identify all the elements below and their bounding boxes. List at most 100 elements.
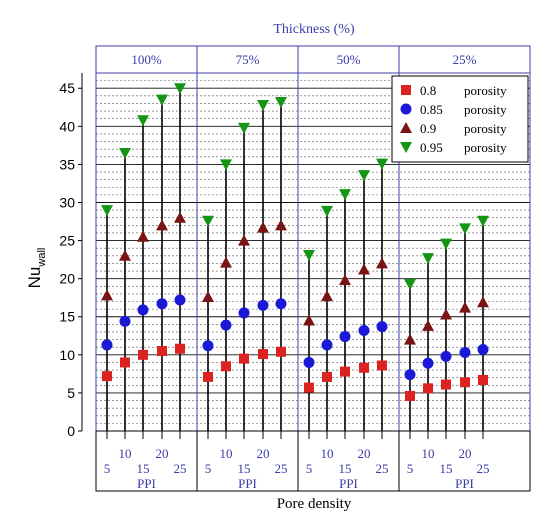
data-point-0-8-porosity xyxy=(423,383,433,394)
data-point-0-95-porosity xyxy=(404,278,416,290)
data-point-0-95-porosity xyxy=(275,96,287,108)
x-tick-label: 15 xyxy=(440,461,453,476)
x-tick-label: 10 xyxy=(321,446,334,461)
data-point-0-85-porosity xyxy=(257,299,269,311)
legend-label-text: porosity xyxy=(464,83,507,98)
data-point-0-95-porosity xyxy=(477,215,489,227)
data-point-0-9-porosity xyxy=(101,289,113,301)
data-point-0-8-porosity xyxy=(221,361,231,372)
group-panels: 100% 75% 50% 25%510152025PPI510152025PPI510… xyxy=(95,45,531,492)
data-point-0-8-porosity xyxy=(276,346,286,357)
data-point-0-85-porosity xyxy=(422,357,434,369)
y-tick-label: 30 xyxy=(59,194,75,210)
group-header-box xyxy=(398,45,531,74)
data-point-0-8-porosity xyxy=(460,377,470,388)
x-tick-label: 20 xyxy=(257,446,270,461)
legend-label-value: 0.85 xyxy=(420,102,443,117)
group-unit-label: PPI xyxy=(339,476,358,491)
group-header-label: 25% xyxy=(453,52,477,67)
data-point-0-9-porosity xyxy=(321,290,333,302)
data-point-0-8-porosity xyxy=(138,349,148,360)
x-tick-label: 10 xyxy=(220,446,233,461)
data-point-0-95-porosity xyxy=(119,147,131,159)
data-point-0-85-porosity xyxy=(321,339,333,351)
x-tick-label: 20 xyxy=(459,446,472,461)
legend-label: 0.8 porosity xyxy=(420,83,507,98)
data-point-0-85-porosity xyxy=(174,294,186,306)
data-point-0-85-porosity xyxy=(404,369,416,381)
data-point-0-85-porosity xyxy=(275,298,287,310)
data-point-0-95-porosity xyxy=(422,253,434,265)
x-tick-label: 15 xyxy=(137,461,150,476)
data-point-0-8-porosity xyxy=(175,343,185,354)
y-tick-label: 10 xyxy=(59,347,75,363)
x-tick-label: 5 xyxy=(306,461,313,476)
data-point-0-8-porosity xyxy=(322,371,332,382)
data-point-0-8-porosity xyxy=(239,353,249,364)
data-point-0-85-porosity xyxy=(220,319,232,331)
data-point-0-95-porosity xyxy=(257,99,269,111)
data-point-0-95-porosity xyxy=(376,158,388,170)
y-tick-label: 35 xyxy=(59,156,75,172)
data-point-0-95-porosity xyxy=(339,189,351,201)
data-point-0-85-porosity xyxy=(376,321,388,333)
x-tick-label: 25 xyxy=(376,461,389,476)
legend-marker xyxy=(400,103,412,115)
data-point-0-9-porosity xyxy=(422,319,434,331)
group-unit-label: PPI xyxy=(137,476,156,491)
legend: 0.8 porosity 0.85 porosity 0.9 porosity 0.95 po… xyxy=(391,75,529,163)
x-tick-label: 5 xyxy=(205,461,212,476)
data-point-0-85-porosity xyxy=(440,350,452,362)
data-point-0-9-porosity xyxy=(358,263,370,275)
data-point-0-95-porosity xyxy=(137,115,149,127)
data-point-0-9-porosity xyxy=(174,211,186,223)
data-point-0-9-porosity xyxy=(220,256,232,268)
legend-label-text: porosity xyxy=(464,121,507,136)
data-point-0-8-porosity xyxy=(359,362,369,373)
data-point-0-8-porosity xyxy=(157,346,167,357)
data-point-0-95-porosity xyxy=(174,83,186,95)
data-point-0-8-porosity xyxy=(377,360,387,371)
data-point-0-9-porosity xyxy=(275,219,287,231)
data-point-0-9-porosity xyxy=(238,234,250,246)
data-point-0-8-porosity xyxy=(102,371,112,382)
x-tick-label: 20 xyxy=(358,446,371,461)
data-point-0-9-porosity xyxy=(376,257,388,269)
legend-marker xyxy=(400,142,412,153)
y-axis-label-subscript: wall xyxy=(36,248,48,268)
data-point-0-9-porosity xyxy=(339,274,351,286)
data-point-0-8-porosity xyxy=(203,371,213,382)
data-point-0-9-porosity xyxy=(156,219,168,231)
x-tick-label: 10 xyxy=(422,446,435,461)
x-axis-label: Pore density xyxy=(277,496,352,512)
data-point-0-95-porosity xyxy=(358,170,370,182)
data-point-0-95-porosity xyxy=(220,159,232,171)
legend-label-value: 0.9 xyxy=(420,121,436,136)
group-header-label: 50% xyxy=(337,52,361,67)
x-tick-label: 5 xyxy=(104,461,111,476)
data-point-0-9-porosity xyxy=(137,230,149,242)
legend-label: 0.9 porosity xyxy=(420,121,507,136)
y-tick-label: 0 xyxy=(67,423,75,439)
stems xyxy=(106,88,484,431)
data-point-0-85-porosity xyxy=(202,340,214,352)
x-tick-label: 5 xyxy=(407,461,414,476)
data-point-0-8-porosity xyxy=(478,374,488,385)
data-point-0-85-porosity xyxy=(459,347,471,359)
data-point-0-8-porosity xyxy=(340,366,350,377)
data-point-0-95-porosity xyxy=(459,223,471,235)
data-point-0-95-porosity xyxy=(440,238,452,250)
data-point-0-8-porosity xyxy=(405,390,415,401)
data-point-0-95-porosity xyxy=(321,205,333,217)
data-point-0-85-porosity xyxy=(238,307,250,319)
data-point-0-9-porosity xyxy=(202,290,214,302)
y-axis: 0 5 10 15 20 25 30 35 40 45 xyxy=(59,73,83,439)
data-point-0-95-porosity xyxy=(202,215,214,227)
y-tick-label: 20 xyxy=(59,271,75,287)
data-point-0-85-porosity xyxy=(137,304,149,316)
legend-marker xyxy=(401,85,411,95)
data-point-0-9-porosity xyxy=(257,221,269,233)
data-point-0-85-porosity xyxy=(358,324,370,336)
x-tick-label: 25 xyxy=(174,461,187,476)
